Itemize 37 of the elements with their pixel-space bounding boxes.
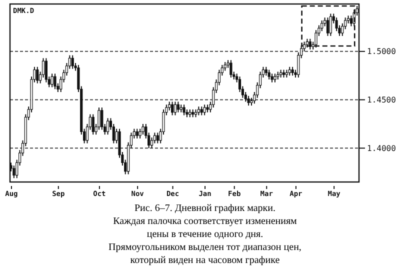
candlestick	[171, 101, 174, 116]
candlestick	[71, 54, 74, 70]
text: Каждая палочка соответствует изменениям	[112, 215, 298, 228]
candlestick	[138, 128, 142, 139]
candlestick	[320, 20, 324, 32]
text: Прямоугольником выделен тот диапазон цен,	[108, 241, 302, 254]
candlestick	[176, 101, 180, 113]
y-tick-label: 1.4000	[367, 144, 396, 153]
candlestick	[100, 107, 104, 130]
candlestick	[50, 73, 54, 88]
text: который виден на часовом графике	[129, 254, 281, 267]
candlestick	[136, 128, 138, 139]
candlestick	[174, 101, 177, 116]
candlestick	[182, 104, 186, 116]
candlestick	[106, 118, 110, 136]
candlestick	[36, 66, 39, 84]
candlestick	[54, 73, 56, 90]
candlestick	[153, 132, 156, 144]
candlestick	[329, 13, 332, 36]
y-tick-label: 1.5000	[367, 47, 396, 56]
candlestick	[335, 17, 338, 32]
candlestick	[326, 17, 330, 36]
candlestick	[142, 123, 144, 136]
text: цены в течение одного дня.	[146, 228, 264, 241]
candlestick	[314, 30, 318, 48]
candlestick	[12, 165, 16, 179]
candlestick	[98, 107, 100, 130]
candlestick	[350, 15, 352, 27]
text: Рис. 6–7. Дневной график марки.	[133, 202, 277, 215]
candlestick	[92, 114, 94, 136]
y-tick-label: 1.4500	[367, 96, 396, 105]
candlestick	[230, 60, 232, 78]
candlestick	[44, 58, 48, 83]
candlestick	[247, 95, 250, 106]
candlestick	[268, 69, 270, 80]
candlestick	[203, 104, 206, 116]
candlestick	[156, 132, 159, 144]
